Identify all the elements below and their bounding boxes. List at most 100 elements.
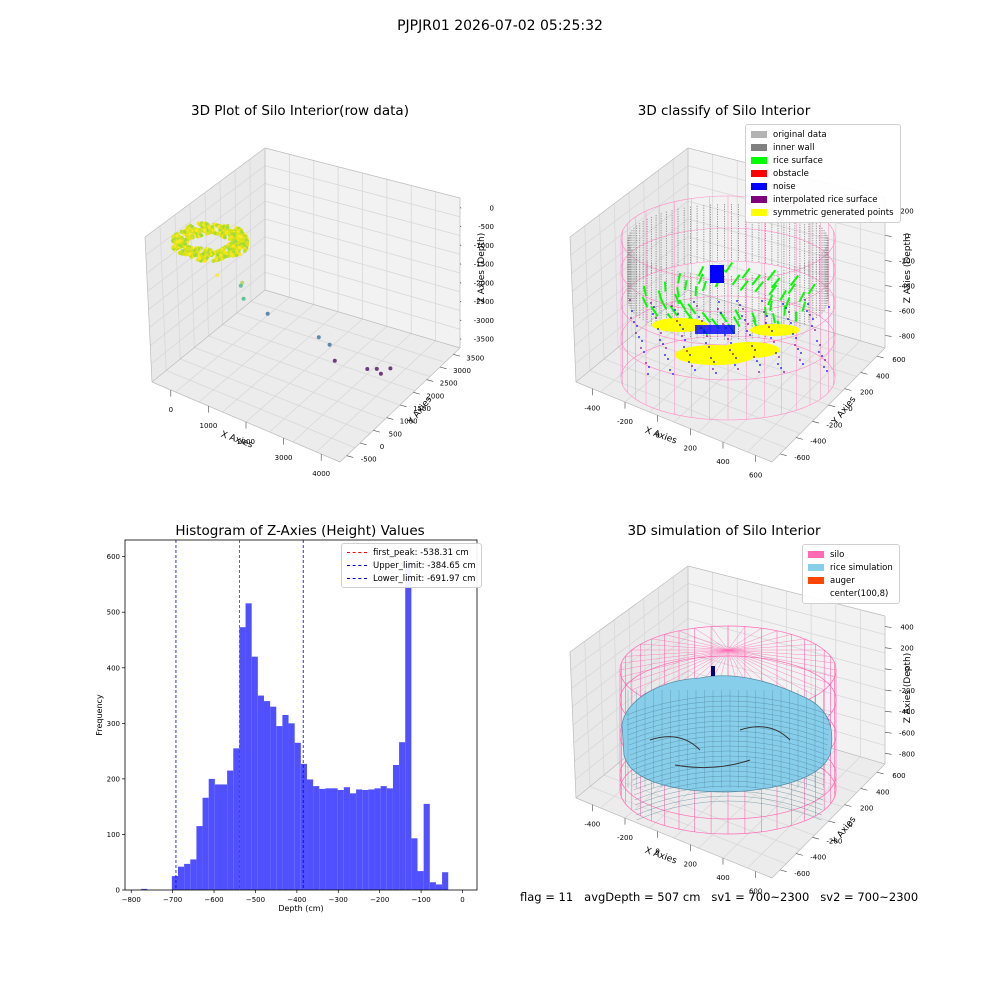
grid-line — [673, 318, 787, 423]
rice-surface-stroke — [770, 277, 781, 289]
panel4-z-tick — [884, 647, 892, 649]
grid-line — [573, 653, 689, 744]
noise-point — [688, 361, 690, 363]
noise-cluster — [695, 325, 735, 334]
panel4-x-tick-label: 0 — [655, 847, 659, 855]
panel2-legend-item: rice surface — [751, 154, 894, 167]
rice-surface-stroke — [798, 291, 806, 303]
noise-point — [648, 366, 650, 368]
legend-line-swatch — [347, 565, 367, 566]
raw-point — [236, 240, 241, 245]
noise-point — [732, 353, 734, 355]
surface-mesh-line — [628, 725, 828, 746]
noise-point — [783, 371, 785, 373]
histogram-bar — [306, 779, 314, 890]
surface-mesh-line — [634, 785, 823, 806]
noise-point — [727, 338, 729, 340]
grid-line — [264, 254, 461, 311]
panel1-x-ticks: 0 1000 2000 3000 4000 — [169, 390, 330, 478]
noise-point — [787, 318, 789, 320]
panel4-title: 3D simulation of Silo Interior — [627, 523, 821, 539]
histogram-bar — [442, 872, 449, 890]
noise-point — [694, 369, 696, 371]
panel4-rice-surface — [621, 666, 833, 821]
panel1-z-ticks: 0 -500 -1000 -1500 -2000 -2500 -3000 -3500 — [459, 204, 494, 344]
histogram-x-ticks: −800 −700 −600 −500 −400 −300 −200 −100 0 — [122, 890, 465, 904]
noise-point — [676, 320, 678, 322]
panel4-z-tick — [884, 626, 892, 628]
box-edge — [687, 289, 886, 349]
rice-surface-stroke — [676, 286, 680, 298]
panel2-inner-wall — [627, 204, 829, 340]
rice-surface-stroke — [732, 316, 741, 328]
panel2-y-tick — [779, 453, 787, 456]
box-edge — [151, 289, 266, 383]
surface-contour — [649, 726, 791, 769]
histogram-bar — [356, 789, 363, 890]
grid-line — [222, 324, 416, 392]
panel1-z-tick — [459, 319, 462, 322]
silo-roof-line — [619, 649, 729, 671]
histogram-bar — [202, 797, 209, 890]
grid-line — [269, 325, 388, 433]
noise-point — [807, 303, 809, 305]
noise-cluster — [710, 265, 724, 283]
panel2-z-tick-label: -400 — [899, 283, 915, 291]
surface-mesh-line — [630, 745, 827, 766]
x-tick-label: −600 — [204, 896, 223, 904]
silo-roof-line — [664, 634, 729, 651]
surface-mesh-line — [631, 750, 826, 771]
panel1-z-tick-label: -2000 — [474, 279, 494, 287]
raw-point — [178, 251, 183, 256]
panel4-y-tick-label: 0 — [848, 821, 852, 829]
noise-point — [753, 356, 755, 358]
grid-line — [204, 192, 209, 337]
histogram-bar — [294, 742, 301, 890]
legend-label: silo — [830, 549, 845, 560]
noise-point — [811, 325, 813, 327]
rice-surface-stroke — [801, 301, 807, 312]
noise-point — [696, 305, 698, 307]
noise-point — [814, 329, 816, 331]
panel4-z-tick — [884, 731, 892, 734]
rice-surface-stroke — [764, 306, 767, 317]
panel4-y-tick-label: 400 — [876, 788, 889, 796]
surface-mesh-line — [632, 765, 825, 786]
noise-point — [806, 310, 808, 312]
floor-pane — [152, 290, 460, 462]
grid-line — [672, 159, 675, 302]
surface-mesh-line — [627, 715, 829, 736]
histogram-bar — [411, 838, 418, 890]
histogram-bar — [196, 826, 203, 890]
histogram-bar — [380, 786, 387, 890]
silo-roof-line — [727, 649, 825, 691]
panel1-y-tick-label: 0 — [380, 443, 384, 451]
panel2-x-tick-label: -200 — [617, 418, 633, 426]
box-edge — [569, 565, 689, 653]
panel2-classified-points — [629, 261, 830, 375]
noise-point — [741, 315, 743, 317]
noise-point — [650, 302, 652, 304]
box-edge — [575, 797, 773, 879]
raw-point — [237, 252, 242, 257]
silo-roof-line — [621, 649, 729, 678]
raw-point — [180, 235, 184, 240]
rice-surface-stroke — [739, 279, 749, 292]
panel2-z-tick-label: -200 — [899, 258, 915, 266]
surface-mesh-line — [628, 720, 829, 741]
legend-color-swatch — [808, 551, 824, 558]
rice-surface-stroke — [642, 285, 647, 297]
silo-roof-line — [727, 643, 816, 651]
panel1-y-tick — [359, 442, 367, 446]
raw-point — [374, 366, 379, 371]
histogram-legend-item: first_peak: -538.31 cm — [347, 546, 476, 559]
panel1-x-label: X Axies — [219, 430, 254, 451]
noise-point — [746, 330, 748, 332]
box-edge — [144, 147, 266, 238]
panel4-y-tick-label: 600 — [892, 772, 905, 780]
noise-point — [792, 333, 794, 335]
noise-point — [691, 365, 693, 367]
histogram-bar — [349, 793, 357, 890]
